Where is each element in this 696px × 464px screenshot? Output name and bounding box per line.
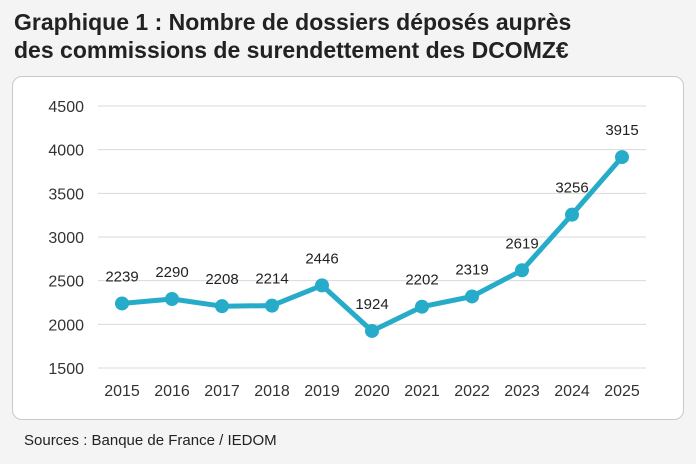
y-tick-label-4000: 4000	[48, 143, 84, 160]
chart-panel	[12, 76, 684, 420]
data-point-2022	[465, 289, 479, 304]
y-tick-label-4500: 4500	[48, 99, 84, 116]
y-tick-label-1500: 1500	[48, 361, 84, 378]
gridlines	[98, 105, 646, 369]
data-label-2022: 2319	[455, 261, 488, 278]
x-tick-label-2019: 2019	[304, 383, 340, 400]
y-tick-label-3000: 3000	[48, 230, 84, 247]
y-tick-label-3500: 3500	[48, 186, 84, 203]
data-point-2019	[315, 278, 329, 293]
data-label-2019: 2446	[305, 250, 338, 267]
data-label-2023: 2619	[505, 235, 538, 252]
chart-title-line-1: Graphique 1 : Nombre de dossiers déposés…	[14, 9, 572, 35]
data-point-2018	[265, 298, 279, 313]
data-label-2017: 2208	[205, 271, 238, 288]
data-label-2024: 3256	[555, 180, 588, 197]
x-tick-label-2024: 2024	[554, 383, 590, 400]
data-point-2024	[565, 207, 579, 222]
data-point-2023	[515, 263, 529, 278]
x-axis-ticks: 2015 2016 2017 2018 2019 2020 2021 2022 2023 2024…	[104, 383, 640, 400]
data-label-2020: 1924	[355, 296, 388, 313]
data-label-2016: 2290	[155, 264, 188, 281]
data-label-2018: 2214	[255, 271, 288, 288]
data-label-2025: 3915	[605, 122, 638, 139]
x-tick-label-2018: 2018	[254, 383, 290, 400]
x-tick-label-2021: 2021	[404, 383, 440, 400]
x-tick-label-2023: 2023	[504, 383, 540, 400]
y-axis-ticks: 1500 2000 2500 3000 3500 4000 4500	[48, 99, 84, 378]
chart-title-line-2: des commissions de surendettement des DC…	[14, 37, 569, 63]
data-point-2020	[365, 323, 379, 338]
x-tick-label-2015: 2015	[104, 383, 140, 400]
data-point-2021	[415, 299, 429, 314]
y-tick-label-2000: 2000	[48, 317, 84, 334]
data-label-2015: 2239	[105, 268, 138, 285]
x-tick-label-2016: 2016	[154, 383, 190, 400]
data-points	[115, 150, 629, 338]
data-point-2016	[165, 292, 179, 307]
chart-title: Graphique 1 : Nombre de dossiers déposés…	[14, 8, 684, 64]
y-tick-label-2500: 2500	[48, 274, 84, 291]
x-tick-label-2020: 2020	[354, 383, 390, 400]
data-point-2015	[115, 296, 129, 311]
data-labels: 2239 2290 2208 2214 2446 1924 2202 2319 2619 3256…	[105, 122, 638, 313]
data-label-2021: 2202	[405, 272, 438, 289]
x-tick-label-2025: 2025	[604, 383, 640, 400]
x-tick-label-2017: 2017	[204, 383, 240, 400]
data-point-2017	[215, 299, 229, 314]
data-point-2025	[615, 150, 629, 165]
x-tick-label-2022: 2022	[454, 383, 490, 400]
source-note: Sources : Banque de France / IEDOM	[24, 432, 277, 449]
